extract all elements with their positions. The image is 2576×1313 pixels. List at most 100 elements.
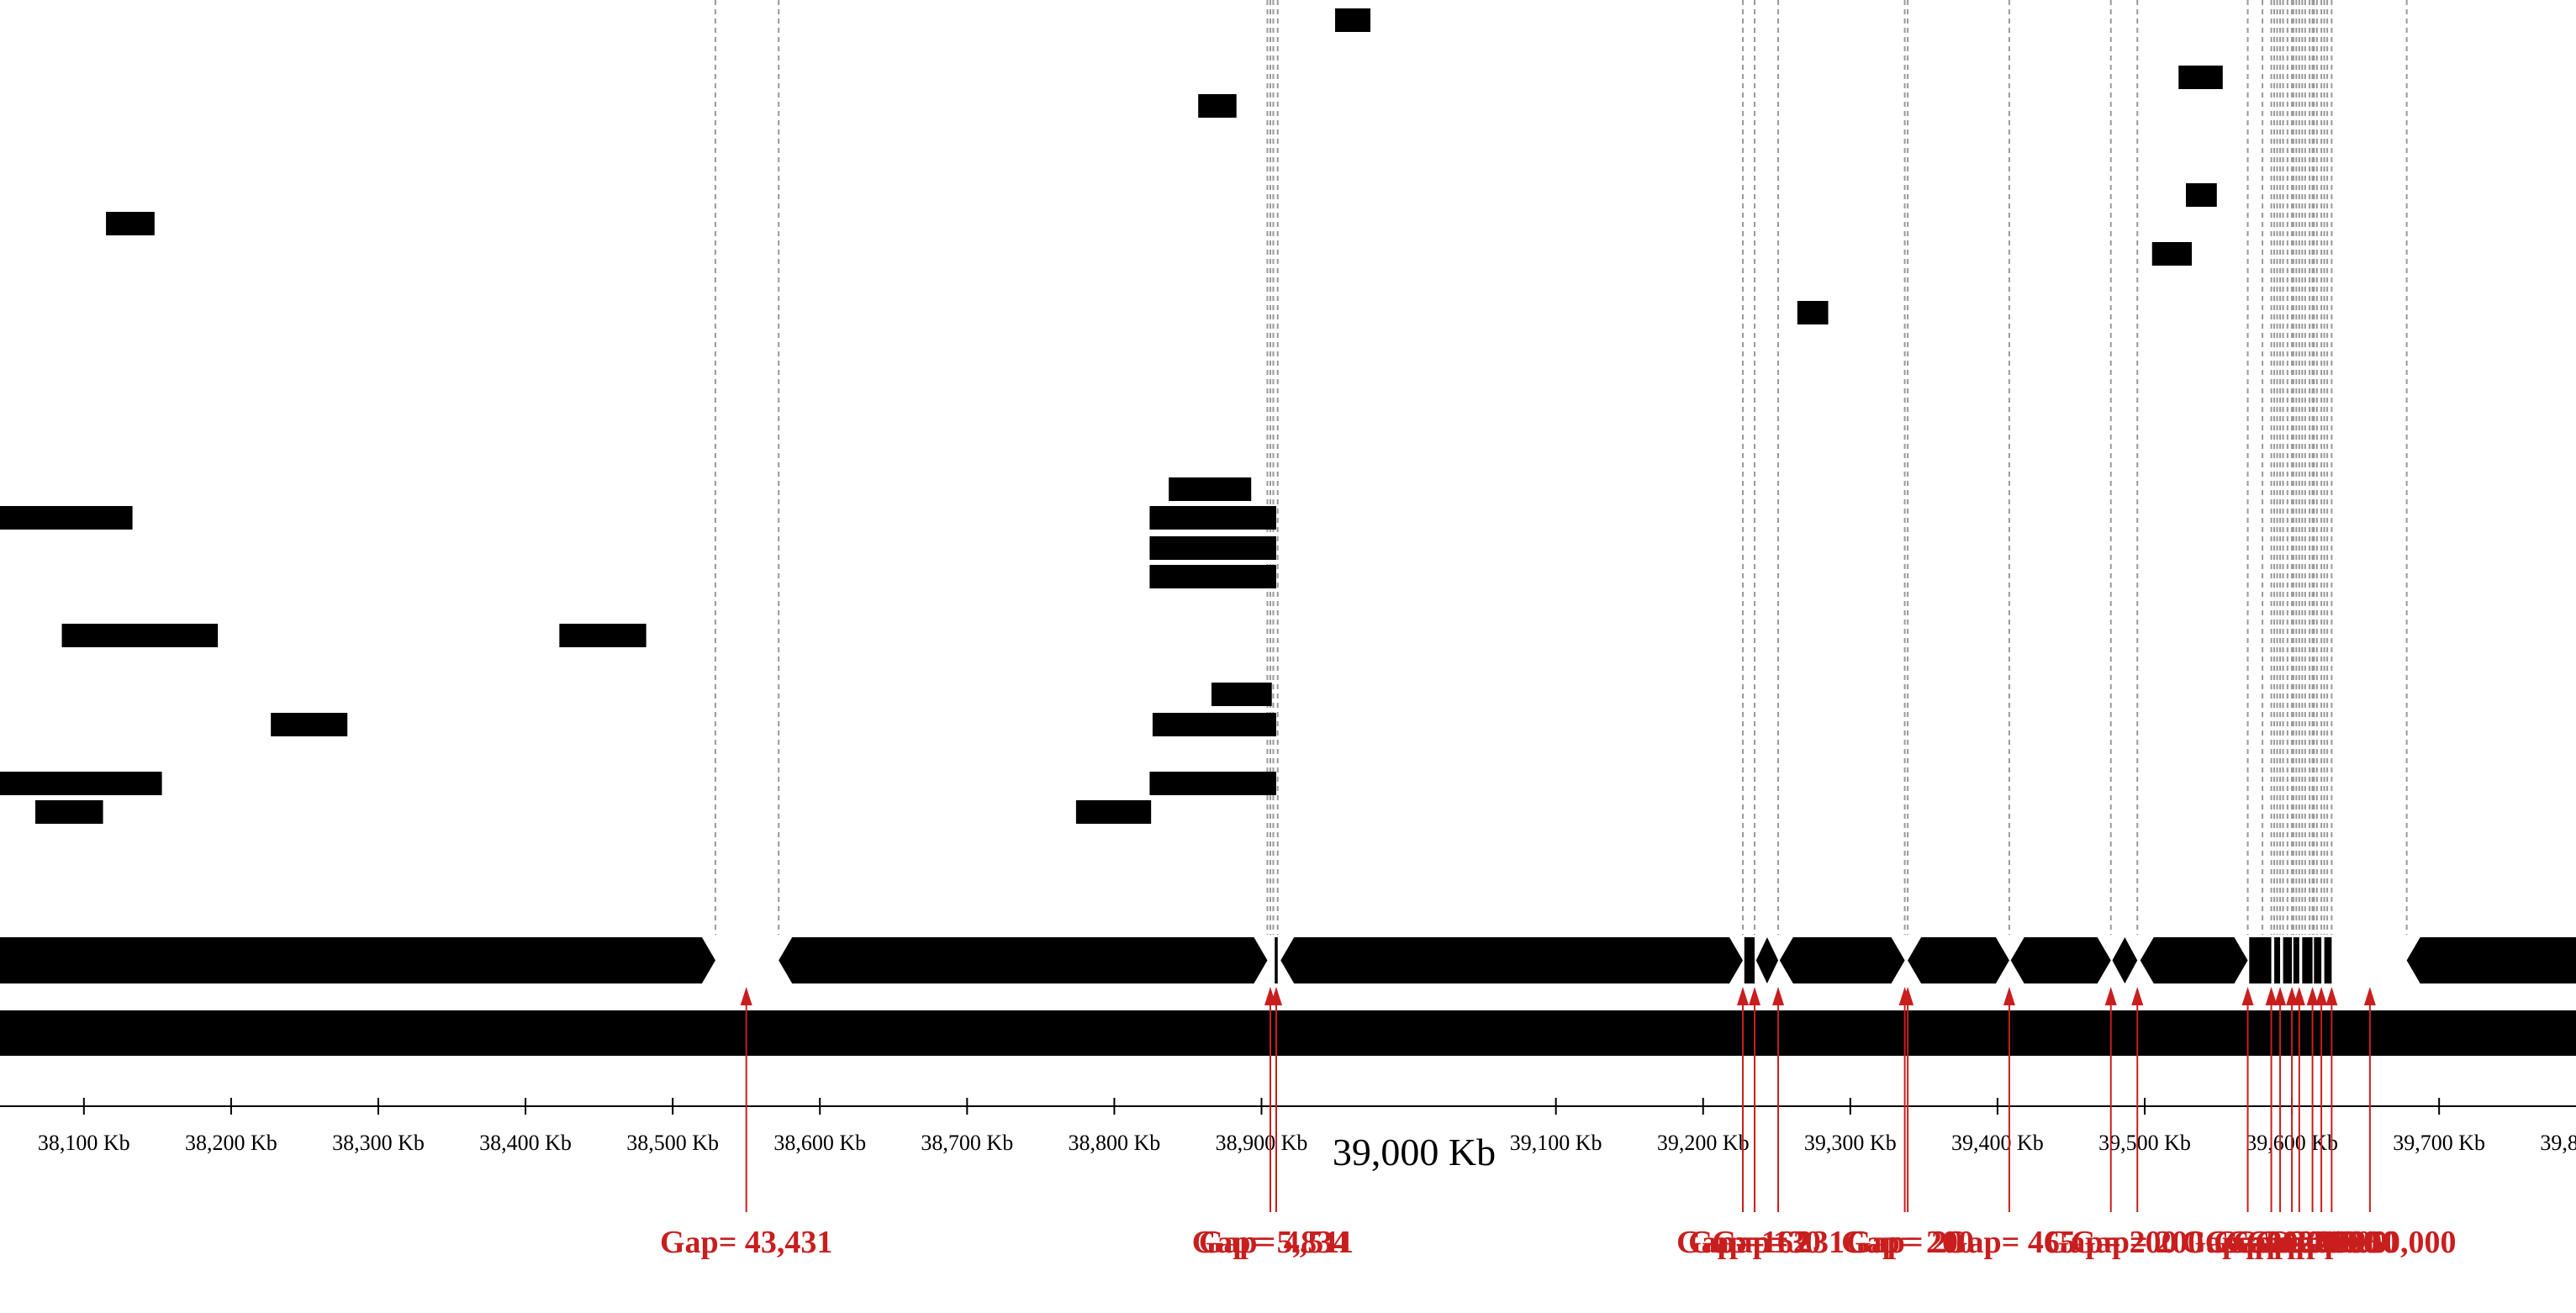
gap-label: Gap= 200 [2045,1225,2177,1260]
alignment-block [1149,536,1276,560]
gap-marker-arrow [2315,987,2328,1005]
scaffold-segment [2112,937,2138,983]
axis-tick-label: 38,100 Kb [38,1131,130,1155]
axis-tick-label: 39,500 Kb [2098,1131,2191,1155]
alignment-block [1149,772,1276,795]
alignment-block [1335,8,1371,32]
alignment-block [106,212,155,235]
gap-marker-arrow [2131,987,2144,1005]
axis-tick-label: 39,700 Kb [2393,1131,2485,1155]
axis-tick-label: 39,400 Kb [1951,1131,2044,1155]
scaffold-segment [2249,937,2272,983]
axis-tick-label: 38,500 Kb [626,1131,719,1155]
axis-tick-label: 39,300 Kb [1804,1131,1897,1155]
alignment-block [1149,565,1276,588]
alignment-block [2151,242,2193,266]
scaffold-segment [2293,937,2299,983]
scaffold-segment [0,937,715,983]
gap-label: Gap= 200 [2071,1225,2204,1260]
scaffold-segment [2302,937,2313,983]
gap-marker-arrow [2363,987,2376,1005]
alignment-block [559,624,647,647]
gap-label: Gap= 200 [2214,1225,2346,1260]
alignment-block [35,800,103,824]
gap-label: Gap= 200 [2233,1225,2366,1260]
gap-label: Gap= 200 [2182,1225,2315,1260]
scaffold-segment [2140,937,2248,983]
scaffold-segment [2314,937,2322,983]
axis-tick-label: 39,800 Kb [2540,1131,2576,1155]
scaffold-segment [2283,937,2293,983]
alignment-block [61,624,219,647]
alignment-block [0,506,133,530]
scaffold-segment [1779,937,1905,983]
gap-marker-arrow [2306,987,2319,1005]
axis-tick-label: 38,200 Kb [185,1131,277,1155]
alignment-block [1149,506,1276,530]
scaffold-segment [2010,937,2111,983]
gap-marker-arrow [2325,987,2338,1005]
scaffold-track [0,937,2576,983]
gap-marker-arrow [2003,987,2015,1005]
alignment-block [1152,713,1276,736]
axis-tick-label: 38,400 Kb [479,1131,572,1155]
scaffold-segment [2406,937,2576,983]
gap-marker-arrow [2293,987,2305,1005]
gap-marker-arrow [1749,987,1761,1005]
axis-tick-label: 38,700 Kb [921,1131,1013,1155]
axis-tick-label: 38,600 Kb [773,1131,866,1155]
alignment-block [1198,94,1237,118]
axis-tick-label: 39,200 Kb [1657,1131,1750,1155]
gap-label: Gap= 200 [2225,1225,2358,1260]
gap-marker-arrow [2286,987,2299,1005]
gap-label: Gap= 20 [1846,1225,1963,1260]
axis-tick-label: 39,100 Kb [1510,1131,1602,1155]
gap-label: Gap= 162 [1676,1225,1809,1260]
gap-marker-arrow [2274,987,2287,1005]
gap-label: Gap= 130 [1688,1225,1821,1260]
alignment-block [1211,683,1272,706]
gap-marker-arrow [1902,987,1914,1005]
gap-marker-arrow [1737,987,1750,1005]
gap-label: Gap= 43,431 [660,1225,832,1260]
scaffold-segment [1908,937,2009,983]
scaffold-segment [1280,937,1744,983]
coordinate-axis: 38,100 Kb 38,200 Kb 38,300 Kb 38,400 Kb 38,5… [0,1098,2576,1155]
gap-label: Gap= 200 [2255,1225,2388,1260]
scaffold-segment [1275,937,1278,983]
gap-marker-arrow [1270,987,1282,1005]
alignment-block [2178,66,2223,89]
gap-label: Gap= 231 [1712,1225,1845,1260]
gap-label: Gap= 200 [1841,1225,1974,1260]
gap-marker-arrow [2241,987,2254,1005]
gap-label: Gap= 200 [2265,1225,2398,1260]
alignment-block [0,772,162,795]
scaffold-segment [1755,937,1779,983]
gap-marker-arrow [2265,987,2278,1005]
reference-bar [0,1010,2576,1056]
scaffold-segment [1744,937,1755,983]
scaffold-segment [779,937,1268,983]
alignment-block [2186,183,2217,207]
boundary-lines [714,0,2408,935]
alignment-block [1075,800,1152,824]
axis-tick-label: 38,900 Kb [1216,1131,1308,1155]
gap-marker-arrow [1772,987,1785,1005]
gap-label: Gap= 4,511 [1199,1225,1354,1260]
axis-tick-label: 38,800 Kb [1069,1131,1161,1155]
reference-track [0,1010,2576,1056]
gap-label: Gap= 5,834 [1192,1225,1349,1260]
gap-label: Gap= 50,000 [2283,1225,2456,1260]
gap-label: Gap= 200 [2205,1225,2338,1260]
gap-label: Gap= 465 [1943,1225,2076,1260]
alignment-block [1797,301,1829,324]
scaffold-segment [2274,937,2281,983]
gap-marker-arrow [2104,987,2117,1005]
gap-label: Gap= 200 [2246,1225,2379,1260]
scaffold-segment [2324,937,2332,983]
axis-tick-label: 38,300 Kb [332,1131,425,1155]
alignment-block [1169,477,1252,501]
gap-marker-arrow [740,987,752,1005]
